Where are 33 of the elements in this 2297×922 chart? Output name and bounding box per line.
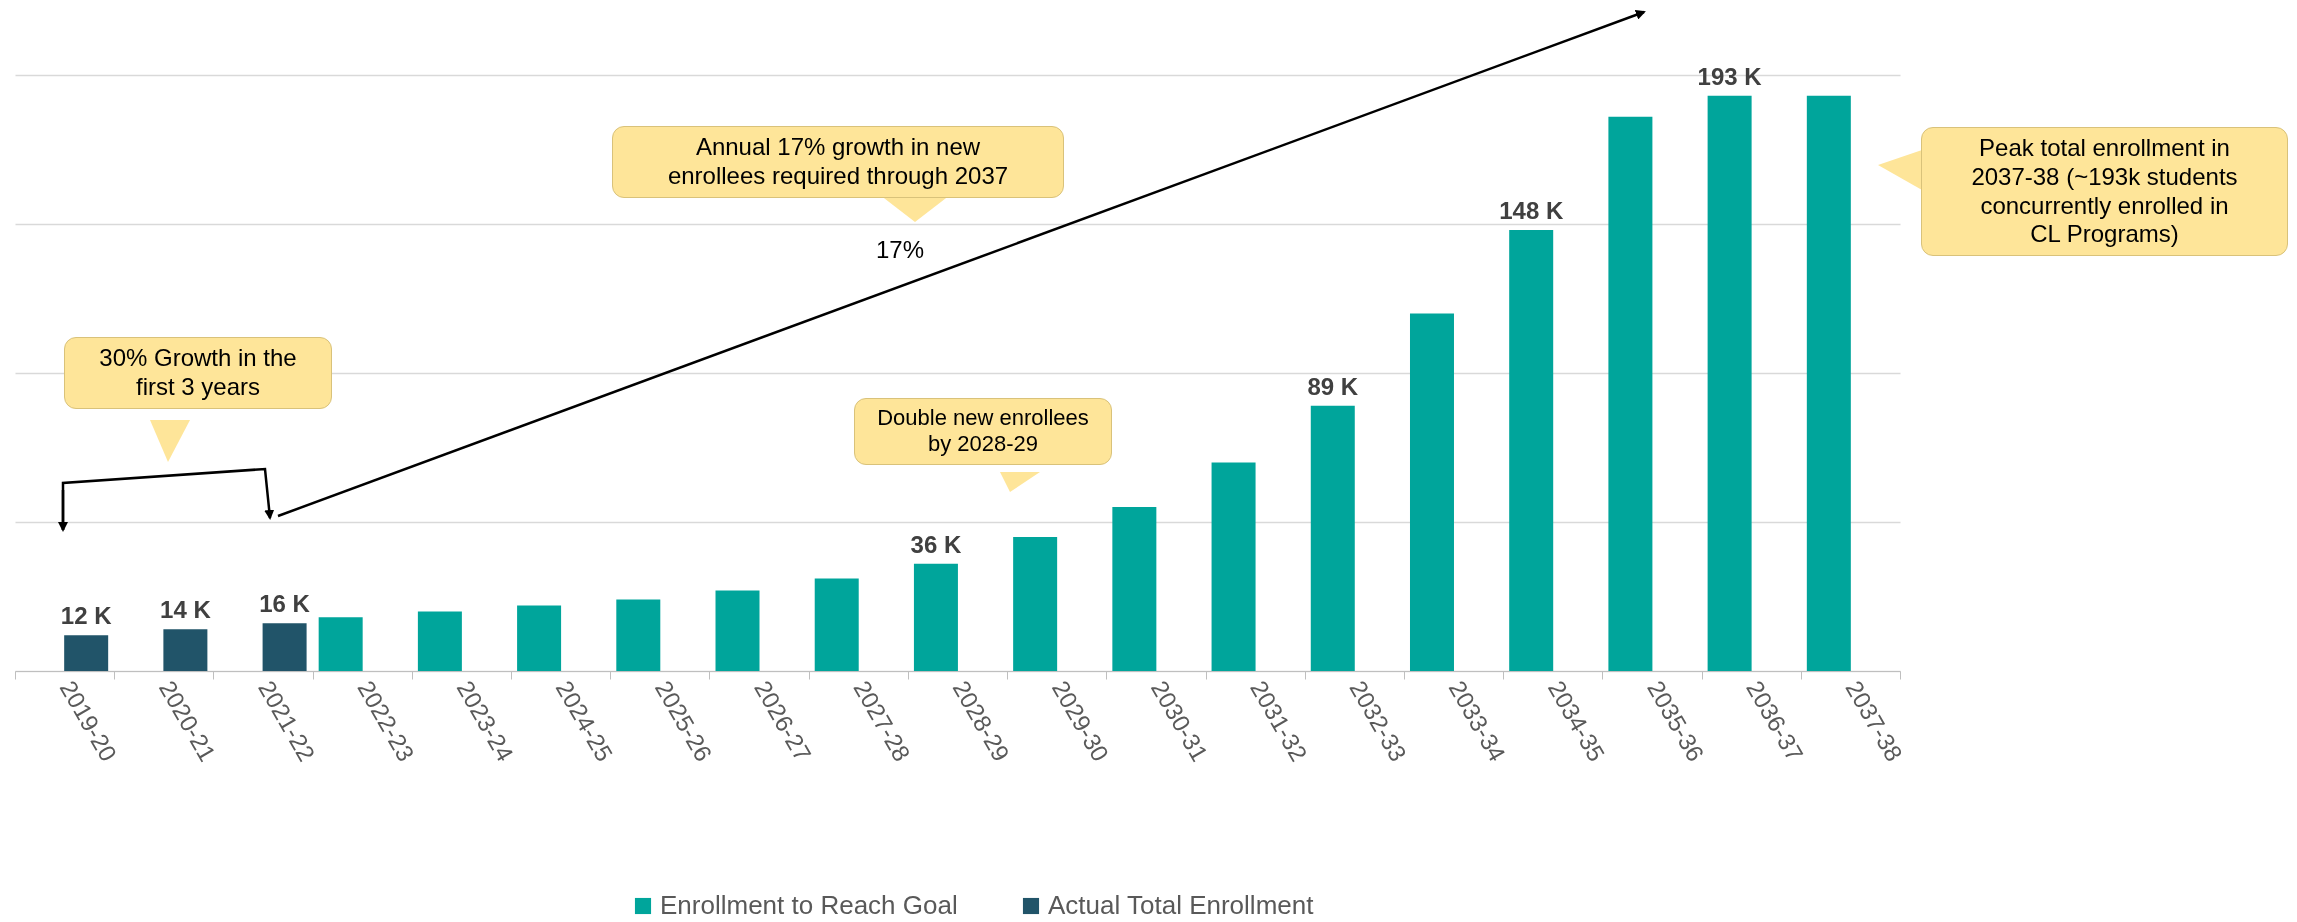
- data-label: 16 K: [259, 590, 311, 618]
- bar: [318, 617, 363, 671]
- annotation: 17%: [875, 236, 925, 263]
- bar: [1310, 405, 1355, 671]
- bar: [64, 635, 109, 671]
- data-label: 36 K: [910, 530, 962, 558]
- legend-label: Enrollment to Reach Goal: [660, 890, 958, 920]
- annotation: Annual 17% growth in new enrollees required through 2037: [667, 133, 1009, 189]
- bar: [1211, 462, 1256, 671]
- data-label: 12 K: [60, 602, 113, 630]
- bar: [1707, 95, 1752, 671]
- annotation: 30% Growth in the first 3 years: [99, 344, 297, 400]
- legend-label: Actual Total Enrollment: [1048, 890, 1315, 920]
- bar: [814, 578, 859, 671]
- bar: [1608, 116, 1653, 671]
- bar: [616, 599, 661, 671]
- bar: [913, 563, 958, 671]
- bar: [715, 590, 760, 671]
- speech-bubble: Peak total enrollment in 2037-38 (~193k students concurrently enrolled in CL Programs): [1878, 127, 2288, 256]
- bar: [1509, 229, 1554, 671]
- data-label: 89 K: [1307, 372, 1359, 400]
- data-label: 148 K: [1499, 196, 1564, 224]
- annotation: Double new enrollees by 2028-29: [877, 405, 1089, 457]
- bar: [163, 629, 208, 671]
- bar: [517, 605, 562, 671]
- bar: [262, 623, 307, 671]
- bar: [417, 611, 462, 671]
- data-label: 14 K: [160, 596, 212, 624]
- bar: [1112, 507, 1157, 671]
- bar: [1013, 536, 1058, 671]
- bar: [1409, 313, 1454, 671]
- data-label: 193 K: [1697, 62, 1763, 90]
- bar: [1806, 95, 1851, 671]
